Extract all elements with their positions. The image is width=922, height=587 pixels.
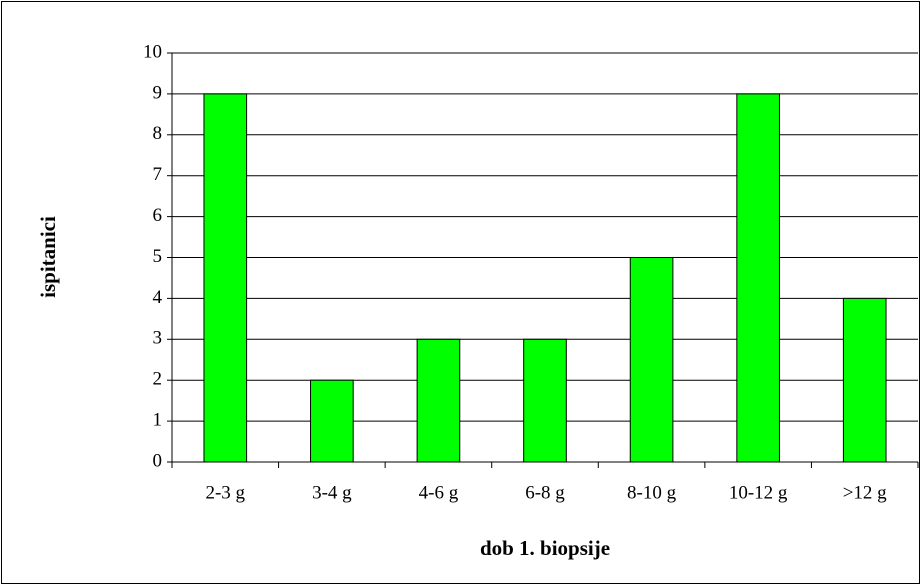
x-tick-label: 2-3 g: [205, 482, 245, 503]
bar: [629, 257, 674, 463]
x-tick-label: 6-8 g: [525, 482, 565, 503]
bar: [842, 297, 887, 463]
y-tick-label: 4: [153, 287, 163, 308]
y-tick-label: 6: [153, 205, 163, 226]
bar: [310, 379, 354, 463]
y-tick-label: 8: [153, 123, 163, 144]
x-tick-label: 10-12 g: [729, 482, 788, 503]
bar: [736, 93, 780, 463]
bar: [523, 338, 567, 463]
y-tick-label: 1: [153, 409, 163, 430]
y-axis-title: ispitanici: [36, 216, 60, 298]
x-tick-label: >12 g: [843, 482, 887, 503]
bar: [203, 93, 248, 463]
x-axis-title: dob 1. biopsije: [480, 536, 610, 560]
bar: [416, 338, 461, 463]
y-tick-label: 10: [143, 41, 162, 62]
y-tick-label: 5: [153, 246, 163, 267]
y-tick-label: 2: [153, 369, 163, 390]
x-tick-label: 3-4 g: [312, 482, 352, 503]
y-tick-label: 9: [153, 82, 163, 103]
y-tick-label: 0: [153, 450, 163, 471]
x-tick-label: 8-10 g: [627, 482, 677, 503]
y-tick-label: 7: [153, 164, 163, 185]
y-tick-label: 3: [153, 328, 163, 349]
x-tick-label: 4-6 g: [419, 482, 459, 503]
